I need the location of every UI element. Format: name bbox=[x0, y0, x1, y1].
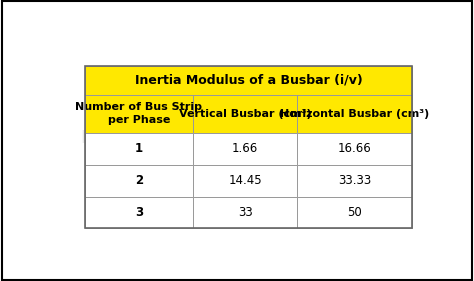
Text: ELECTRICAL: ELECTRICAL bbox=[245, 144, 365, 162]
Bar bbox=[298, 133, 412, 165]
Text: 16.66: 16.66 bbox=[338, 142, 372, 155]
Bar bbox=[193, 133, 298, 165]
Text: 14.45: 14.45 bbox=[228, 174, 262, 187]
Text: Horizontal Busbar (cm³): Horizontal Busbar (cm³) bbox=[280, 109, 429, 119]
Bar bbox=[85, 66, 412, 95]
Text: Number of Bus Strip
per Phase: Number of Bus Strip per Phase bbox=[75, 102, 202, 125]
Text: 1.66: 1.66 bbox=[232, 142, 258, 155]
Bar bbox=[298, 165, 412, 196]
Text: 33: 33 bbox=[238, 206, 253, 219]
Bar bbox=[193, 95, 298, 133]
Bar bbox=[193, 165, 298, 196]
Text: ELECTRICAL: ELECTRICAL bbox=[80, 129, 200, 147]
Text: 50: 50 bbox=[347, 206, 362, 219]
Bar bbox=[193, 196, 298, 228]
Text: 2: 2 bbox=[135, 174, 143, 187]
Bar bbox=[85, 165, 193, 196]
Text: 3: 3 bbox=[135, 206, 143, 219]
Bar bbox=[85, 196, 193, 228]
Bar bbox=[85, 95, 193, 133]
Bar bbox=[298, 95, 412, 133]
Bar bbox=[298, 196, 412, 228]
Text: Inertia Modulus of a Busbar (i/v): Inertia Modulus of a Busbar (i/v) bbox=[135, 74, 362, 87]
Text: 33.33: 33.33 bbox=[338, 174, 371, 187]
Bar bbox=[85, 66, 412, 228]
Text: Vertical Busbar (cm³): Vertical Busbar (cm³) bbox=[179, 109, 311, 119]
Text: 1: 1 bbox=[135, 142, 143, 155]
Bar bbox=[85, 133, 193, 165]
